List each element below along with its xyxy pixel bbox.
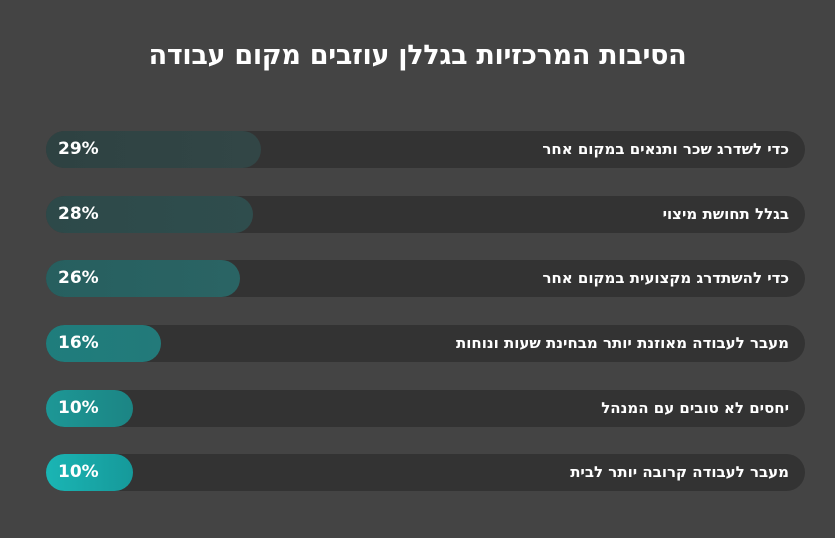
bar-value-label: 10% — [58, 398, 99, 418]
bar-category-label: כדי לשדרג שכר ותנאים במקום אחר — [542, 140, 789, 158]
bar-fill — [46, 260, 240, 297]
bar-category-label: בגלל תחושת מיצוי — [662, 205, 789, 223]
bar-row: 28% בגלל תחושת מיצוי — [46, 196, 805, 233]
bar-fill — [46, 454, 133, 491]
bar-row: 26% כדי להשתדרג מקצועית במקום אחר — [46, 260, 805, 297]
bar-value-label: 26% — [58, 268, 99, 288]
bar-row: 10% מעבר לעבודה קרובה יותר לבית — [46, 454, 805, 491]
bar-fill — [46, 131, 261, 168]
bar-row: 16% מעבר לעבודה מאוזנת יותר מבחינת שעות ו… — [46, 325, 805, 362]
bar-value-label: 28% — [58, 204, 99, 224]
bar-fill — [46, 325, 161, 362]
bar-row: 10% יחסים לא טובים עם המנהל — [46, 390, 805, 427]
bar-category-label: יחסים לא טובים עם המנהל — [601, 399, 789, 417]
bar-value-label: 29% — [58, 139, 99, 159]
bar-category-label: מעבר לעבודה קרובה יותר לבית — [570, 463, 789, 481]
bar-category-label: כדי להשתדרג מקצועית במקום אחר — [542, 269, 789, 287]
bar-value-label: 16% — [58, 333, 99, 353]
chart-title: הסיבות המרכזיות בגללן עוזבים מקום עבודה — [148, 40, 687, 71]
bar-fill — [46, 390, 133, 427]
bar-fill — [46, 196, 253, 233]
bar-category-label: מעבר לעבודה מאוזנת יותר מבחינת שעות ונוח… — [456, 334, 789, 352]
bar-row: 29% כדי לשדרג שכר ותנאים במקום אחר — [46, 131, 805, 168]
bar-value-label: 10% — [58, 462, 99, 482]
